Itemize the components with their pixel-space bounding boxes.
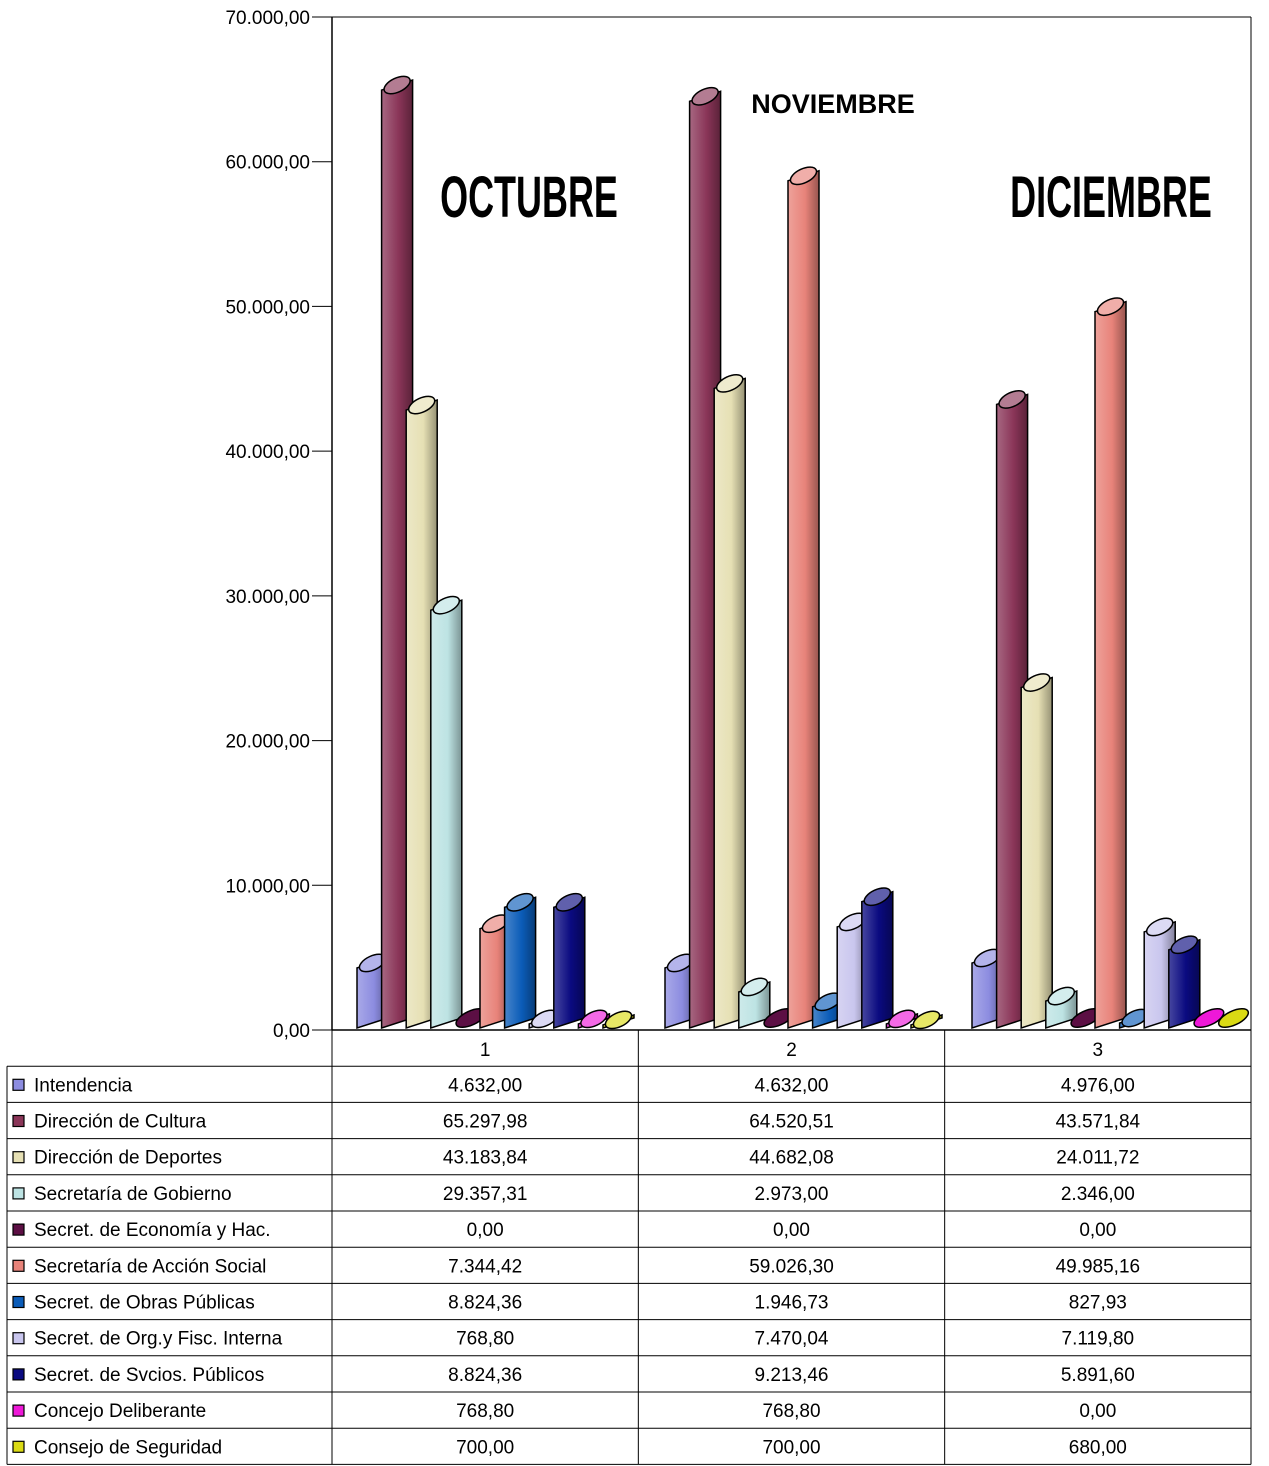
- y-tick-label: 20.000,00: [225, 732, 310, 753]
- table-cell: 700,00: [456, 1437, 514, 1458]
- bar: [504, 890, 535, 1028]
- bar: [603, 1008, 634, 1033]
- table-cell: 4.976,00: [1061, 1075, 1135, 1096]
- bar: [911, 1008, 942, 1033]
- bar: [1169, 932, 1200, 1028]
- bar-body: [505, 897, 536, 1028]
- bar: [1095, 294, 1126, 1028]
- table-cell: 29.357,31: [443, 1184, 528, 1205]
- series-name: Concejo Deliberante: [34, 1401, 206, 1422]
- series-name: Dirección de Deportes: [34, 1148, 222, 1169]
- month-annotation: OCTUBRE: [440, 165, 618, 230]
- table-cell: 9.213,46: [755, 1365, 829, 1386]
- legend-swatch: [13, 1369, 24, 1380]
- bar: [862, 884, 893, 1028]
- y-tick-label: 60.000,00: [225, 153, 310, 174]
- legend-swatch: [13, 1260, 24, 1271]
- legend-swatch: [13, 1405, 24, 1416]
- series-name: Dirección de Cultura: [34, 1112, 207, 1133]
- table-cell: 24.011,72: [1056, 1148, 1139, 1169]
- table-cell: 7.470,04: [755, 1329, 829, 1350]
- table-cell: 65.297,98: [443, 1112, 528, 1133]
- table-cell: 7.119,80: [1062, 1329, 1135, 1350]
- category-label: 3: [1093, 1040, 1104, 1061]
- table-cell: 44.682,08: [749, 1148, 834, 1169]
- month-annotations: OCTUBRE NOVIEMBRE DICIEMBRE: [440, 89, 1212, 230]
- legend-swatch: [13, 1333, 24, 1344]
- bar-body: [431, 600, 462, 1028]
- y-tick-label: 30.000,00: [225, 587, 310, 608]
- data-table: 1 2 3 Intendencia 4.632,00 4.632,00 4.976,00 Di…: [7, 1030, 1251, 1464]
- table-cell: 59.026,30: [749, 1256, 834, 1277]
- bar: [1021, 670, 1052, 1028]
- table-cell: 43.571,84: [1056, 1112, 1141, 1133]
- legend-swatch: [13, 1188, 24, 1199]
- bar: [714, 371, 745, 1028]
- legend-swatch: [13, 1441, 24, 1452]
- series-name: Secret. de Svcios. Públicos: [34, 1365, 264, 1386]
- bar-body: [714, 378, 745, 1028]
- series-name: Secretaría de Acción Social: [34, 1256, 266, 1277]
- table-cell: 7.344,42: [448, 1256, 522, 1277]
- table-cell: 49.985,16: [1056, 1256, 1141, 1277]
- bar-body: [1021, 678, 1052, 1028]
- legend-swatch: [13, 1224, 24, 1235]
- y-tick-label: 0,00: [273, 1021, 310, 1042]
- legend-swatch: [13, 1297, 24, 1308]
- table-cell: 700,00: [762, 1437, 820, 1458]
- bar-body: [862, 892, 893, 1028]
- table-cell: 680,00: [1069, 1437, 1127, 1458]
- table-cell: 8.824,36: [448, 1293, 522, 1314]
- bar-cap: [911, 1008, 942, 1033]
- legend-swatch: [13, 1116, 24, 1127]
- table-cell: 768,80: [762, 1401, 820, 1422]
- series-name: Secret. de Obras Públicas: [34, 1293, 255, 1314]
- table-cell: 4.632,00: [448, 1075, 522, 1096]
- y-tick-label: 10.000,00: [225, 876, 310, 897]
- series-name: Secret. de Org.y Fisc. Interna: [34, 1329, 283, 1350]
- series-name: Intendencia: [34, 1075, 133, 1096]
- table-cell: 827,93: [1069, 1293, 1127, 1314]
- table-cell: 0,00: [773, 1220, 810, 1241]
- table-cell: 0,00: [1079, 1401, 1116, 1422]
- table-cell: 1.946,73: [755, 1293, 829, 1314]
- table-cell: 5.891,60: [1061, 1365, 1135, 1386]
- table-cell: 8.824,36: [448, 1365, 522, 1386]
- series-name: Secretaría de Gobierno: [34, 1184, 232, 1205]
- month-annotation: DICIEMBRE: [1010, 165, 1212, 230]
- table-cell: 43.183,84: [443, 1148, 528, 1169]
- month-annotation: NOVIEMBRE: [751, 89, 915, 119]
- table-cell: 2.346,00: [1061, 1184, 1135, 1205]
- bar: [431, 593, 462, 1028]
- table-cell: 2.973,00: [755, 1184, 829, 1205]
- series-name: Secret. de Economía y Hac.: [34, 1220, 271, 1241]
- table-cell: 64.520,51: [749, 1112, 834, 1133]
- table-cell: 0,00: [1079, 1220, 1116, 1241]
- y-tick-label: 40.000,00: [225, 442, 310, 463]
- table-cell: 0,00: [467, 1220, 504, 1241]
- bar-body: [1095, 302, 1126, 1028]
- table-cell: 4.632,00: [755, 1075, 829, 1096]
- bar-cap: [603, 1008, 634, 1033]
- legend-swatch: [13, 1079, 24, 1090]
- category-label: 1: [480, 1040, 491, 1061]
- legend-swatch: [13, 1152, 24, 1163]
- bar: [554, 890, 585, 1028]
- bar-body: [554, 897, 585, 1028]
- table-cell: 768,80: [456, 1401, 514, 1422]
- category-label: 2: [786, 1040, 797, 1061]
- table-cell: 768,80: [456, 1329, 514, 1350]
- y-tick-label: 70.000,00: [225, 8, 310, 29]
- bar-body: [788, 171, 819, 1028]
- bar: [788, 164, 819, 1028]
- series-name: Consejo de Seguridad: [34, 1437, 222, 1458]
- y-tick-label: 50.000,00: [225, 297, 310, 318]
